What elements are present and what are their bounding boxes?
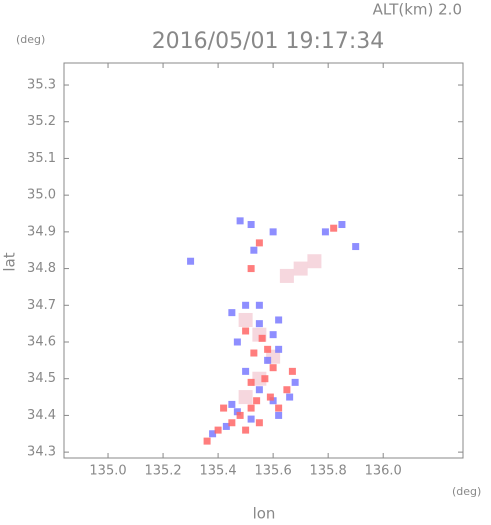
echo-point bbox=[209, 430, 217, 438]
echo-point bbox=[269, 397, 277, 405]
y-tick-label: 34.3 bbox=[27, 445, 56, 460]
echo-point bbox=[275, 345, 283, 353]
echo-point bbox=[330, 224, 338, 232]
y-tick-label: 35.2 bbox=[27, 114, 56, 129]
echo-point bbox=[288, 367, 296, 375]
y-tick-label: 34.8 bbox=[27, 261, 56, 276]
x-tick-label: 135.2 bbox=[144, 464, 181, 479]
x-axis-label: lon bbox=[253, 505, 276, 522]
echo-point bbox=[255, 419, 263, 427]
echo-point bbox=[247, 265, 255, 273]
echo-point bbox=[247, 221, 255, 229]
echo-point bbox=[264, 356, 272, 364]
echo-point bbox=[275, 404, 283, 412]
x-tick-label: 136.0 bbox=[365, 464, 402, 479]
echo-point bbox=[233, 338, 241, 346]
echo-point bbox=[269, 228, 277, 236]
echo-point bbox=[275, 411, 283, 419]
echo-point bbox=[238, 312, 253, 327]
echo-point bbox=[250, 349, 258, 357]
echo-point bbox=[269, 331, 277, 339]
y-tick-label: 34.7 bbox=[27, 298, 56, 313]
echo-point bbox=[255, 386, 263, 394]
echo-point bbox=[253, 397, 261, 405]
chart-title: 2016/05/01 19:17:34 bbox=[152, 29, 385, 54]
x-tick-label: 135.6 bbox=[255, 464, 292, 479]
echo-point bbox=[269, 364, 277, 372]
echo-point bbox=[228, 309, 236, 317]
echo-point bbox=[352, 243, 360, 251]
y-tick-label: 35.1 bbox=[27, 151, 56, 166]
echo-point bbox=[236, 411, 244, 419]
echo-point bbox=[242, 426, 250, 434]
y-tick-label: 34.5 bbox=[27, 371, 56, 386]
x-tick-label: 135.4 bbox=[199, 464, 236, 479]
x-unit: (deg) bbox=[452, 485, 481, 498]
echo-point bbox=[242, 367, 250, 375]
echo-point bbox=[321, 228, 329, 236]
echo-point bbox=[283, 386, 291, 394]
echo-point bbox=[258, 334, 266, 342]
echo-point bbox=[255, 320, 263, 328]
echo-point bbox=[307, 254, 322, 269]
echo-point bbox=[291, 378, 299, 386]
echo-point bbox=[220, 404, 228, 412]
echo-point bbox=[247, 404, 255, 412]
echo-point bbox=[255, 239, 263, 247]
altitude-label: ALT(km) 2.0 bbox=[373, 1, 462, 19]
echo-point bbox=[261, 375, 269, 383]
echo-point bbox=[247, 378, 255, 386]
echo-point bbox=[242, 301, 250, 309]
echo-point bbox=[275, 316, 283, 324]
echo-point bbox=[247, 415, 255, 423]
echo-point bbox=[286, 393, 294, 401]
x-tick-label: 135.8 bbox=[310, 464, 347, 479]
echo-point bbox=[250, 246, 258, 254]
y-tick-label: 34.4 bbox=[27, 408, 56, 423]
echo-point bbox=[238, 390, 253, 405]
y-axis-label: lat bbox=[1, 252, 19, 271]
echo-point bbox=[279, 268, 294, 283]
echo-point bbox=[264, 345, 272, 353]
echo-point bbox=[242, 327, 250, 335]
echo-point bbox=[228, 419, 236, 427]
echo-point bbox=[293, 261, 308, 276]
y-tick-label: 34.9 bbox=[27, 224, 56, 239]
y-tick-label: 35.0 bbox=[27, 188, 56, 203]
y-tick-label: 35.3 bbox=[27, 78, 56, 93]
echo-point bbox=[222, 422, 230, 430]
y-tick-label: 34.6 bbox=[27, 334, 56, 349]
x-tick-label: 135.0 bbox=[89, 464, 126, 479]
echo-point bbox=[203, 437, 211, 445]
y-unit: (deg) bbox=[16, 33, 45, 46]
echo-point bbox=[255, 301, 263, 309]
echo-point bbox=[236, 217, 244, 225]
echo-point bbox=[228, 400, 236, 408]
echo-point bbox=[338, 221, 346, 229]
echo-point bbox=[214, 426, 222, 434]
echo-point bbox=[187, 257, 195, 265]
echo-point bbox=[233, 408, 241, 416]
plot-frame bbox=[63, 62, 464, 459]
echo-point bbox=[266, 393, 274, 401]
